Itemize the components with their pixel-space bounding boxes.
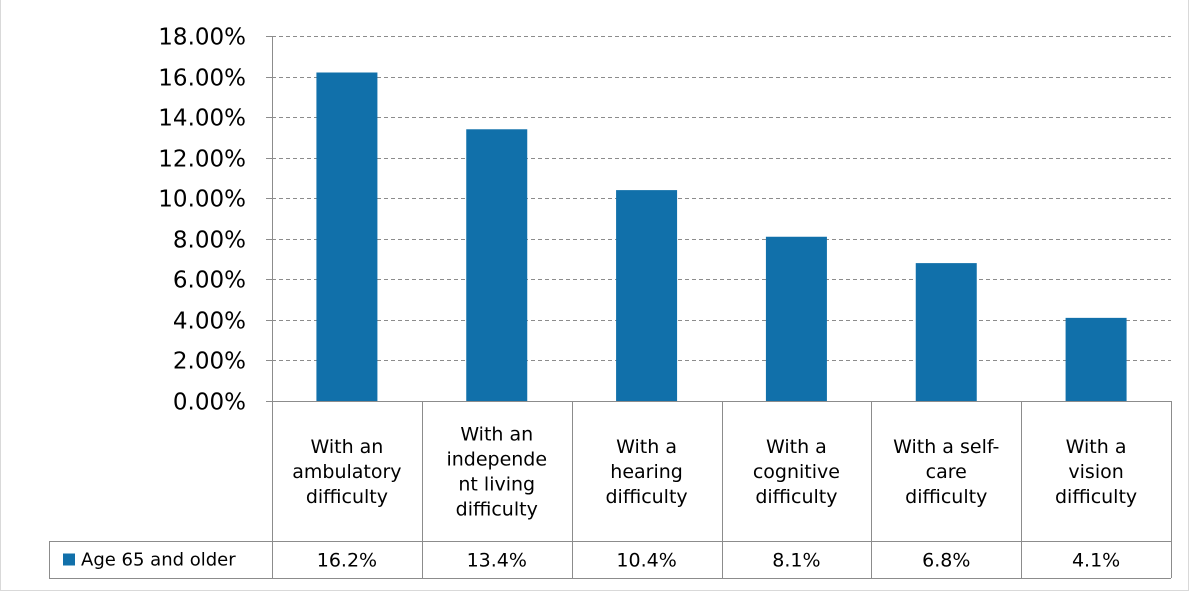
y-tick-label: 14.00% — [158, 106, 246, 132]
data-value-label: 8.1% — [772, 550, 820, 572]
category-label: hearing — [610, 461, 683, 483]
category-label: difficulty — [905, 486, 987, 508]
bar — [1065, 317, 1127, 401]
category-label: independe — [446, 449, 547, 471]
y-tick-label: 16.00% — [158, 66, 246, 92]
y-tick-label: 6.00% — [173, 268, 246, 294]
category-label: With an — [310, 436, 383, 458]
legend-swatch — [63, 553, 75, 566]
legend-label: Age 65 and older — [81, 550, 236, 571]
bar — [765, 236, 827, 401]
category-label: nt living — [458, 474, 535, 496]
category-label: difficulty — [1055, 486, 1137, 508]
data-value-label: 10.4% — [616, 550, 676, 572]
category-label: cognitive — [753, 461, 840, 483]
category-label: care — [926, 461, 967, 483]
y-tick-label: 10.00% — [158, 187, 246, 213]
y-tick-label: 2.00% — [173, 349, 246, 375]
bar — [466, 129, 528, 401]
bar — [316, 72, 378, 401]
category-label: difficulty — [306, 486, 388, 508]
y-tick-label: 12.00% — [158, 147, 246, 173]
category-label: difficulty — [755, 486, 837, 508]
data-value-label: 16.2% — [317, 550, 377, 572]
bar — [915, 263, 977, 401]
category-label: With an — [460, 424, 533, 446]
category-label: vision — [1068, 461, 1123, 483]
category-label: ambulatory — [292, 461, 401, 483]
bar — [616, 190, 678, 401]
category-label: With a — [616, 436, 677, 458]
data-value-label: 4.1% — [1072, 550, 1120, 572]
category-label: With a — [1066, 436, 1127, 458]
y-tick-label: 4.00% — [173, 309, 246, 335]
data-value-label: 6.8% — [922, 550, 970, 572]
category-label: With a self- — [893, 436, 999, 458]
y-tick-label: 0.00% — [173, 390, 246, 416]
category-label: With a — [766, 436, 827, 458]
category-label: difficulty — [456, 499, 538, 521]
category-label: difficulty — [605, 486, 687, 508]
data-value-label: 13.4% — [467, 550, 527, 572]
y-tick-label: 18.00% — [158, 25, 246, 51]
y-tick-label: 8.00% — [173, 228, 246, 254]
